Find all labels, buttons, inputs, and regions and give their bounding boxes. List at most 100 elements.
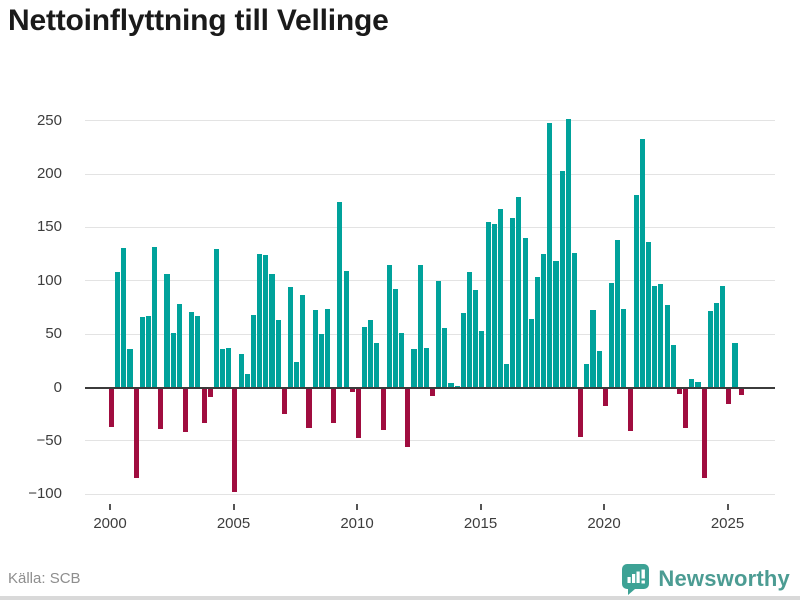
bar-2006-q2 xyxy=(263,255,269,388)
gridline-y200 xyxy=(85,173,775,175)
bar-2015-q1 xyxy=(479,330,485,388)
bottom-edge-strip xyxy=(0,596,800,600)
bar-2007-q4 xyxy=(300,294,306,388)
bar-2008-q1 xyxy=(306,387,312,429)
gridline-y250 xyxy=(85,120,775,122)
bar-2000-q2 xyxy=(115,272,121,388)
bar-2007-q1 xyxy=(281,387,287,415)
x-axis-label-2010: 2010 xyxy=(340,515,374,532)
bar-2017-q1 xyxy=(528,319,534,388)
bar-2022-q1 xyxy=(652,286,658,388)
bar-2012-q4 xyxy=(423,348,429,388)
bar-2024-q2 xyxy=(707,310,713,388)
bar-2011-q4 xyxy=(399,333,405,388)
bar-2009-q1 xyxy=(331,387,337,423)
bar-2016-q4 xyxy=(522,238,528,388)
bar-2002-q4 xyxy=(176,304,182,388)
x-axis-tick-2020 xyxy=(603,504,605,510)
bar-2018-q1 xyxy=(553,260,559,388)
bar-2003-q4 xyxy=(201,387,207,423)
y-axis-label-0: 0 xyxy=(53,378,62,396)
bar-2024-q1 xyxy=(701,387,707,479)
bar-2019-q4 xyxy=(596,351,602,388)
bar-2007-q3 xyxy=(294,361,300,388)
bar-2001-q3 xyxy=(145,316,152,388)
bar-2003-q1 xyxy=(182,387,189,433)
bar-2015-q4 xyxy=(497,209,503,388)
bar-2001-q1 xyxy=(133,387,139,479)
bar-2024-q3 xyxy=(713,303,720,388)
gridline-y-50 xyxy=(85,440,775,442)
bar-2016-q2 xyxy=(510,217,516,388)
bar-2004-q2 xyxy=(213,248,219,388)
brand-logo[interactable]: Newsworthy xyxy=(621,561,790,597)
bar-2011-q1 xyxy=(380,387,386,431)
x-axis-tick-2025 xyxy=(726,504,729,510)
bar-2021-q3 xyxy=(639,138,645,388)
bar-2000-q3 xyxy=(121,247,127,388)
bar-2001-q4 xyxy=(152,246,158,388)
bar-2008-q2 xyxy=(312,309,318,388)
bar-2008-q3 xyxy=(318,334,324,388)
bar-2008-q4 xyxy=(324,308,331,388)
zero-axis-line xyxy=(85,386,775,389)
bar-2014-q3 xyxy=(466,272,473,388)
bar-2022-q2 xyxy=(658,284,664,388)
bar-2003-q3 xyxy=(195,316,201,388)
bar-2005-q3 xyxy=(244,373,250,388)
bar-2015-q2 xyxy=(485,222,491,388)
bar-2017-q4 xyxy=(547,122,553,388)
gridline-y-100 xyxy=(85,493,775,495)
bar-2023-q3 xyxy=(689,378,695,388)
bar-2010-q2 xyxy=(362,326,368,388)
y-axis-label-200: 200 xyxy=(36,165,62,183)
bar-2009-q4 xyxy=(349,387,355,392)
bar-2022-q4 xyxy=(670,344,676,388)
y-axis-label-150: 150 xyxy=(36,218,62,236)
bar-2010-q1 xyxy=(355,387,361,438)
bar-2007-q2 xyxy=(287,287,294,388)
brand-name: Newsworthy xyxy=(658,566,790,591)
x-axis-tick-2000 xyxy=(109,504,111,510)
bar-2023-q2 xyxy=(683,387,689,429)
gridline-y100 xyxy=(85,280,775,282)
bar-2019-q1 xyxy=(578,387,584,437)
bar-2005-q1 xyxy=(232,387,238,493)
x-axis-label-2025: 2025 xyxy=(710,515,745,532)
bar-2025-q2 xyxy=(732,342,738,388)
bar-2023-q4 xyxy=(695,382,701,388)
bar-2000-q1 xyxy=(108,387,114,427)
bar-2011-q3 xyxy=(392,289,398,388)
bar-2021-q1 xyxy=(627,387,633,432)
bar-2010-q4 xyxy=(374,342,380,388)
y-axis-label-50: 50 xyxy=(45,325,62,343)
bar-2009-q3 xyxy=(343,271,349,388)
bar-2012-q3 xyxy=(417,264,423,388)
bar-2009-q2 xyxy=(337,201,343,388)
bar-2020-q2 xyxy=(608,282,615,388)
bar-2006-q1 xyxy=(257,254,263,388)
gridline-y150 xyxy=(85,226,775,228)
gridline-y50 xyxy=(85,333,775,335)
bar-2017-q2 xyxy=(534,276,540,388)
x-axis-label-2020: 2020 xyxy=(587,515,621,532)
bar-2011-q2 xyxy=(386,264,392,388)
bar-2006-q3 xyxy=(269,274,275,388)
bar-2020-q1 xyxy=(602,387,608,406)
y-axis-label-100: 100 xyxy=(36,271,62,289)
y-axis-label-250: 250 xyxy=(36,111,62,129)
x-axis-label-2000: 2000 xyxy=(93,515,127,532)
bar-2002-q3 xyxy=(170,333,176,388)
x-axis-tick-2015 xyxy=(479,504,482,510)
bar-2021-q2 xyxy=(633,195,639,388)
bar-2012-q1 xyxy=(405,387,411,448)
source-attribution: Källa: SCB xyxy=(8,570,81,587)
chart-title: Nettoinflyttning till Vellinge xyxy=(8,4,389,37)
bar-2013-q4 xyxy=(448,383,454,388)
bar-2019-q3 xyxy=(590,309,596,388)
bar-2020-q3 xyxy=(615,240,621,388)
bar-2003-q2 xyxy=(189,311,195,388)
x-axis-label-2015: 2015 xyxy=(463,515,498,532)
bar-2012-q2 xyxy=(411,349,417,388)
